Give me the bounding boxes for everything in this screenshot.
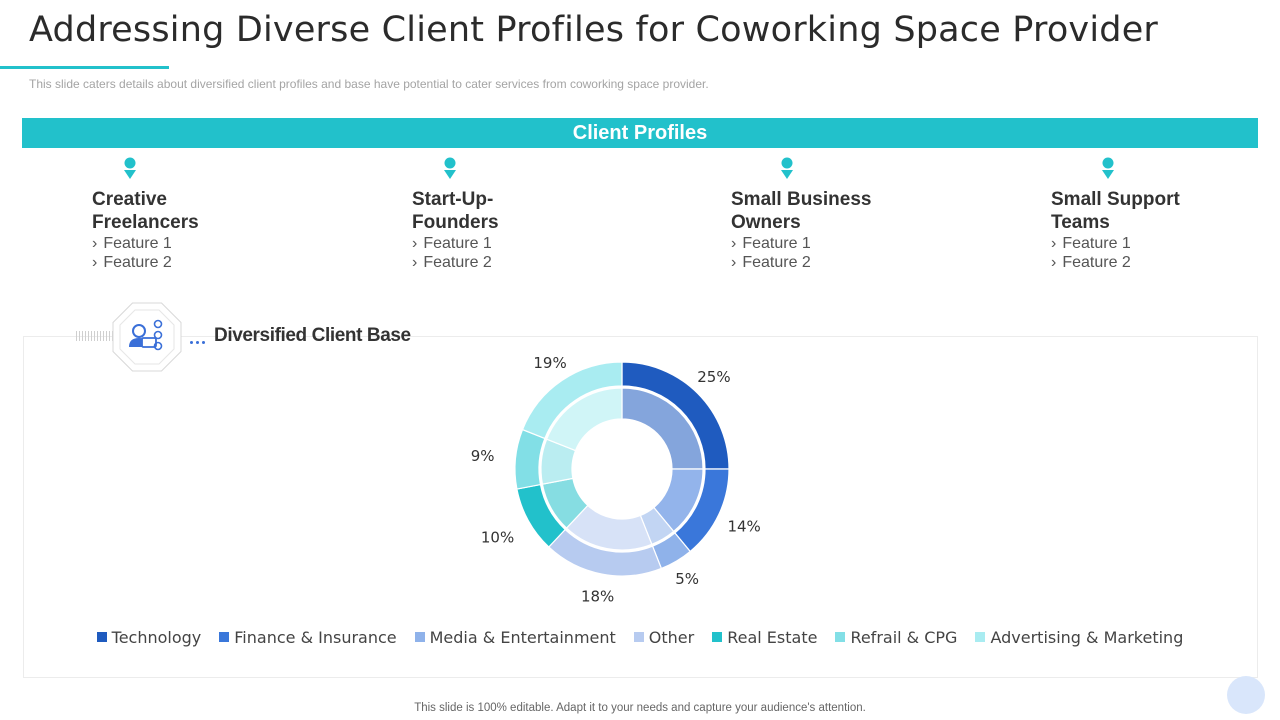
profile-feature: › Feature 2	[92, 254, 172, 271]
profile-title: Start-Up- Founders	[412, 189, 499, 233]
legend-item-advertising-marketing: Advertising & Marketing	[975, 628, 1183, 647]
data-label-media-entertainment: 5%	[675, 570, 699, 588]
donut-inner-slice-advertising-marketing	[545, 387, 623, 452]
profile-feature: › Feature 2	[731, 254, 811, 271]
legend-item-technology: Technology	[96, 628, 202, 647]
dots-decoration	[190, 334, 208, 352]
legend-label: Real Estate	[727, 628, 818, 647]
profile-feature: › Feature 1	[1051, 235, 1131, 252]
legend-item-refrail-cpg: Refrail & CPG	[835, 628, 957, 647]
legend-swatch	[712, 632, 723, 642]
profile-title: Small Support Teams	[1051, 189, 1180, 233]
legend-label: Other	[648, 628, 695, 647]
legend-label: Advertising & Marketing	[990, 628, 1184, 647]
data-label-finance-insurance: 14%	[727, 517, 760, 535]
legend-label: Refrail & CPG	[850, 628, 958, 647]
legend-swatch	[96, 632, 107, 642]
profile-start-up-founders: Start-Up- Founders › Feature 1 › Feature 2	[412, 188, 632, 272]
profile-feature: › Feature 1	[92, 235, 172, 252]
decorative-hatch	[76, 331, 114, 341]
data-label-real-estate: 10%	[481, 528, 514, 546]
legend-label: Finance & Insurance	[234, 628, 397, 647]
legend-item-other: Other	[633, 628, 695, 647]
profile-feature: › Feature 1	[731, 235, 811, 252]
data-label-other: 18%	[581, 588, 614, 606]
donut-outer-slice-refrail-cpg	[514, 428, 546, 490]
data-label-technology: 25%	[697, 368, 730, 386]
legend-label: Technology	[111, 628, 202, 647]
legend-label: Media & Entertainment	[429, 628, 616, 647]
profile-small-business-owners: Small Business Owners › Feature 1 › Feature…	[731, 188, 951, 272]
data-label-refrail-cpg: 9%	[471, 447, 495, 465]
profile-title: Small Business Owners	[731, 189, 872, 233]
chart-legend: Technology Finance & Insurance Media & Ent…	[0, 628, 1280, 647]
location-pin-icon	[444, 157, 456, 179]
profile-feature: › Feature 2	[1051, 254, 1131, 271]
location-pin-icon	[124, 157, 136, 179]
profile-creative-freelancers: Creative Freelancers › Feature 1 › Feature …	[92, 188, 312, 272]
page-subtitle: This slide caters details about diversif…	[29, 77, 709, 91]
decorative-circle	[1227, 676, 1265, 714]
legend-swatch	[219, 632, 230, 642]
data-label-advertising-marketing: 19%	[533, 354, 566, 372]
client-profiles-banner: Client Profiles	[22, 118, 1258, 148]
location-pin-icon	[1102, 157, 1114, 179]
donut-outer-slice-advertising-marketing	[521, 361, 623, 440]
legend-item-media-entertainment: Media & Entertainment	[414, 628, 616, 647]
title-underline	[0, 66, 169, 69]
legend-swatch	[835, 632, 846, 642]
profile-title: Creative Freelancers	[92, 189, 199, 233]
client-group-icon	[112, 302, 182, 372]
section-title: Diversified Client Base	[214, 325, 411, 346]
page-title: Addressing Diverse Client Profiles for C…	[29, 10, 1159, 50]
legend-item-finance-insurance: Finance & Insurance	[219, 628, 397, 647]
footer-note: This slide is 100% editable. Adapt it to…	[414, 702, 866, 714]
legend-swatch	[975, 632, 986, 642]
legend-item-real-estate: Real Estate	[712, 628, 817, 647]
profile-feature: › Feature 1	[412, 235, 492, 252]
profile-feature: › Feature 2	[412, 254, 492, 271]
legend-swatch	[414, 632, 425, 642]
legend-swatch	[633, 632, 644, 642]
location-pin-icon	[781, 157, 793, 179]
client-base-panel	[23, 336, 1258, 678]
profile-small-support-teams: Small Support Teams › Feature 1 › Feature 2	[1051, 188, 1271, 272]
